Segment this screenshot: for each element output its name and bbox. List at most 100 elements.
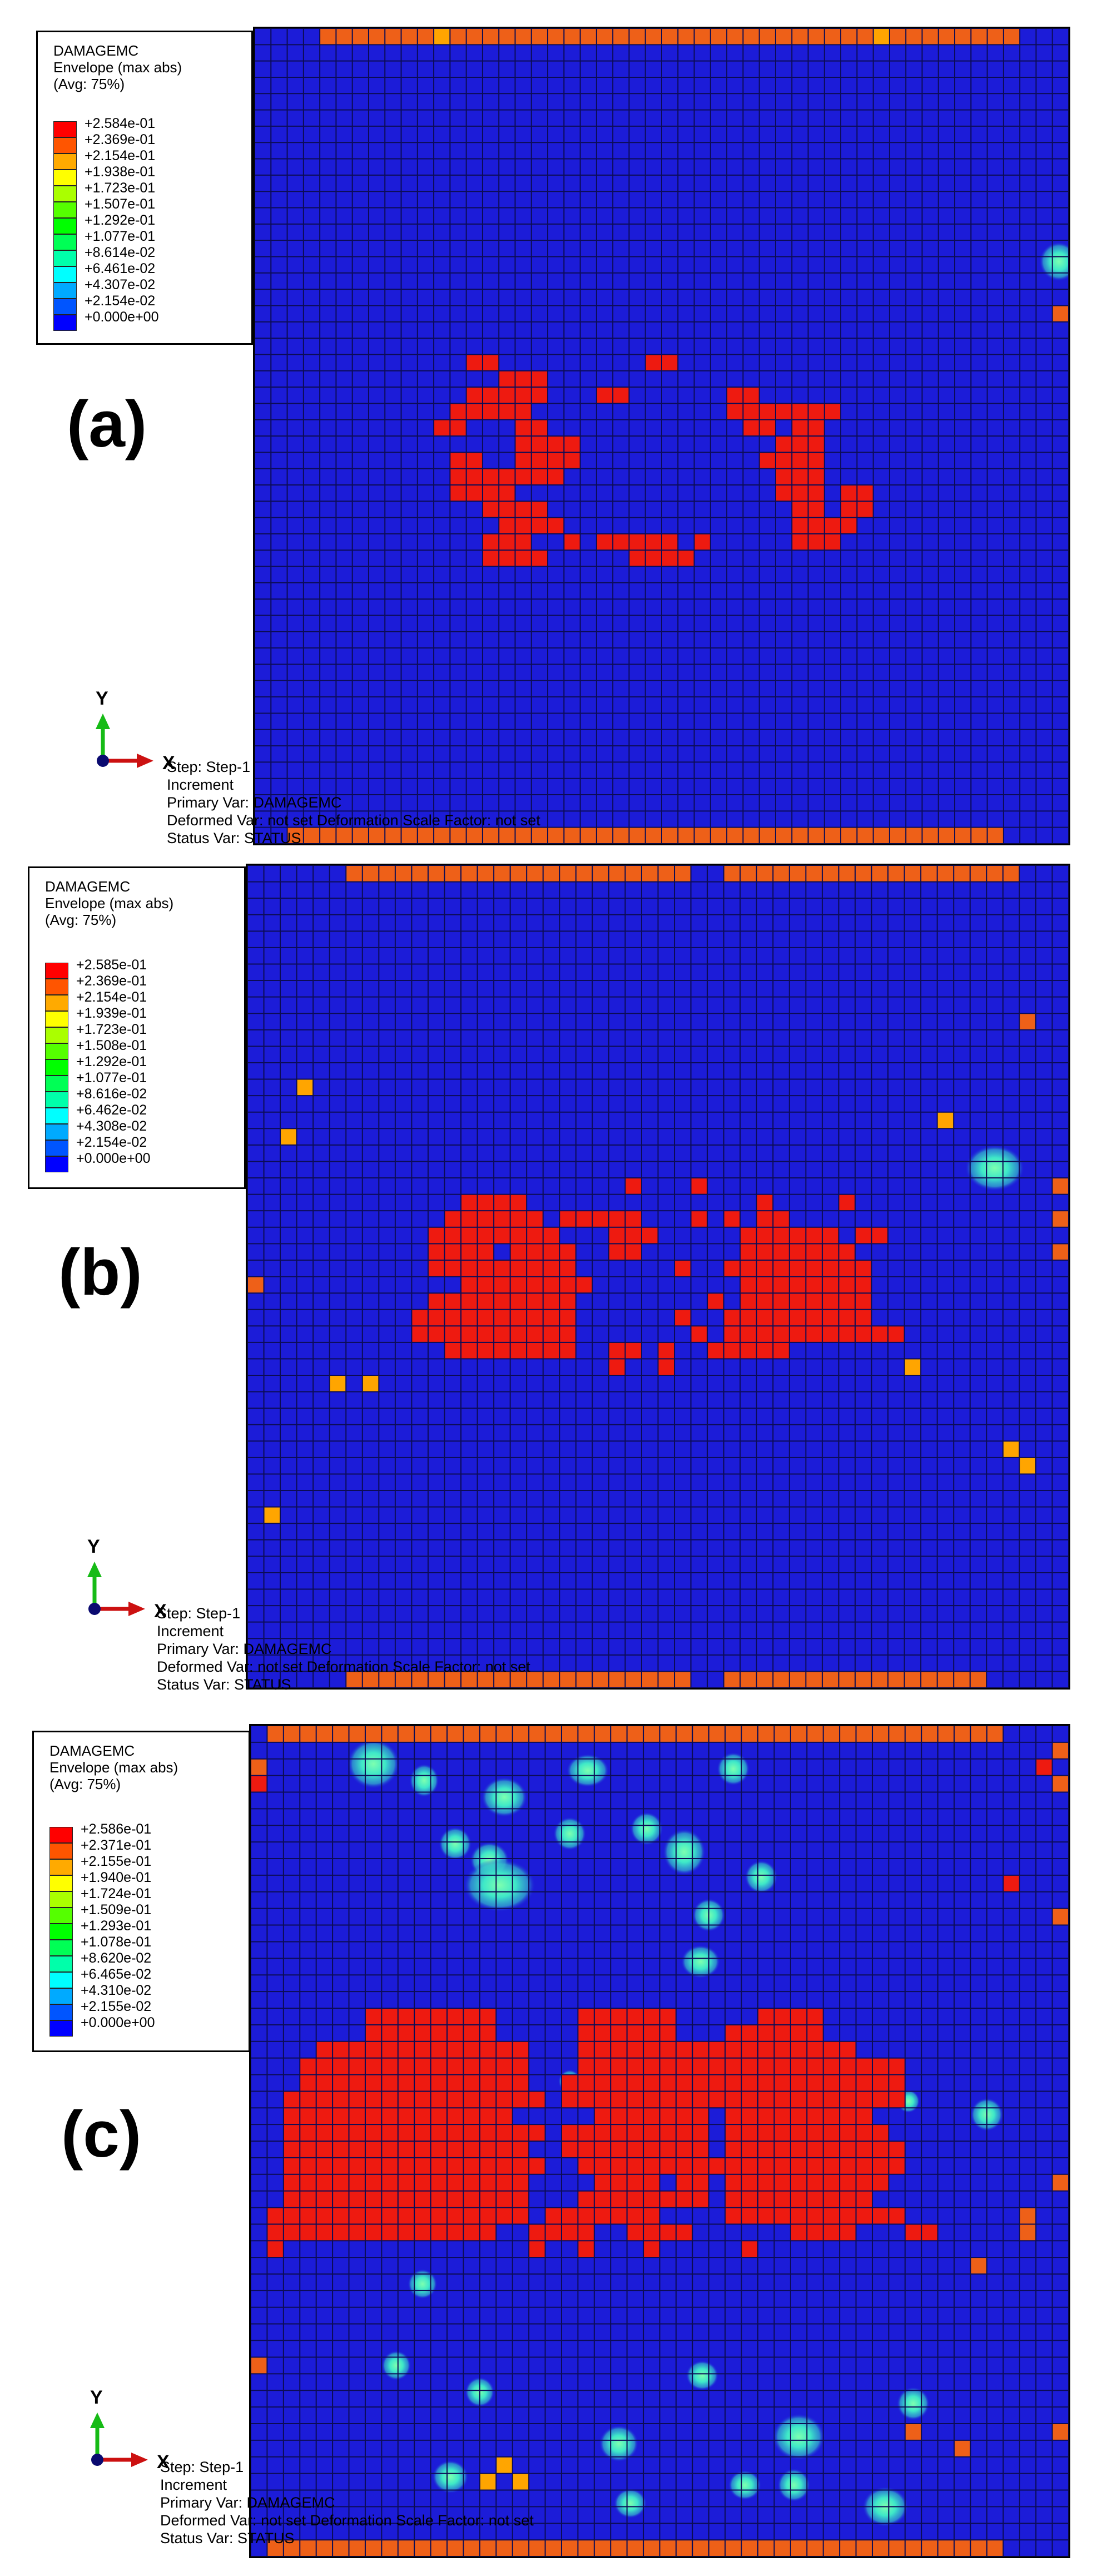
damaged-element [548, 452, 564, 469]
damaged-element [578, 2157, 594, 2174]
triad-x-label: X [154, 1601, 167, 1622]
damaged-element [479, 2041, 497, 2058]
damaged-element [283, 2091, 300, 2108]
damaged-element [625, 1244, 642, 1260]
damaged-element [543, 1276, 560, 1294]
damaged-element [365, 2157, 382, 2174]
damaged-element [643, 2224, 660, 2241]
damaged-element [1052, 1908, 1069, 1925]
damaged-element [543, 1671, 560, 1688]
damaged-element [855, 1671, 872, 1688]
damaged-element [512, 2157, 529, 2174]
damaged-element [872, 2141, 889, 2158]
damaged-element [629, 827, 646, 844]
damaged-element [840, 2224, 856, 2241]
damaged-element [594, 2074, 611, 2092]
damaged-element [758, 2157, 775, 2174]
damaged-element [856, 1726, 872, 1742]
damaged-element [280, 1128, 297, 1145]
damaged-element [643, 2207, 660, 2225]
damaged-element [398, 2091, 415, 2108]
damaged-element [316, 2174, 333, 2191]
damaged-element [707, 1342, 724, 1359]
damaged-element [743, 28, 759, 45]
damaged-element [267, 2540, 284, 2557]
damaged-element [610, 1726, 627, 1742]
damaged-element [822, 1227, 839, 1244]
damaged-element [300, 2174, 316, 2191]
legend-value: +4.310e-02 [81, 1983, 152, 1998]
damaged-element [300, 2540, 316, 2557]
colorbar-swatch [53, 153, 77, 170]
damaged-element [510, 865, 527, 882]
damaged-element [398, 2141, 415, 2158]
damaged-element [479, 2473, 497, 2490]
damaged-element [283, 2124, 300, 2141]
damaged-element [283, 1726, 300, 1742]
damaged-element [759, 452, 776, 469]
legend-value: +1.723e-01 [76, 1022, 147, 1037]
damaged-element [316, 2207, 333, 2225]
damaged-element [398, 2191, 415, 2208]
damaged-element [741, 2041, 758, 2058]
damaged-element [379, 865, 395, 882]
damaged-element [856, 2141, 872, 2158]
damaged-element [725, 2091, 742, 2108]
colorbar-swatch [45, 1156, 68, 1172]
damaged-element [756, 1260, 773, 1277]
damaged-element [676, 2540, 693, 2557]
legend-value: +2.586e-01 [81, 1821, 152, 1837]
damaged-element [741, 2124, 758, 2141]
damaged-element [477, 1309, 494, 1326]
damaged-element [610, 2024, 627, 2042]
damaged-element [807, 2008, 823, 2025]
mesh-grid-b [247, 865, 1069, 1688]
damaged-element [450, 419, 466, 436]
damaged-element [790, 2074, 807, 2092]
damaged-element [888, 2207, 905, 2225]
damaged-element [575, 1211, 593, 1227]
damaged-element [773, 1342, 790, 1359]
damaged-element [807, 2224, 823, 2241]
damaged-element [756, 1244, 773, 1260]
damaged-element [349, 2157, 365, 2174]
damaged-element [659, 2024, 676, 2042]
damaged-element [251, 1775, 267, 1792]
damaged-element [494, 1671, 510, 1688]
damaged-element [775, 436, 792, 453]
damaged-element [349, 2207, 365, 2225]
damaged-element [643, 2074, 660, 2092]
damaged-element [725, 2074, 742, 2092]
damaged-element [320, 827, 336, 844]
legend-a: DAMAGEMC Envelope (max abs) (Avg: 75%) +… [36, 31, 253, 345]
colorbar-swatch [49, 1859, 73, 1875]
damaged-element [381, 2058, 398, 2075]
damaged-element [578, 2041, 594, 2058]
damaged-element [608, 1359, 626, 1375]
damaged-element [627, 2074, 644, 2092]
damaged-element [808, 533, 825, 551]
damaged-element [316, 2124, 333, 2141]
damaged-element [499, 28, 515, 45]
legend-values-a: +2.584e-01 +2.369e-01 +2.154e-01 +1.938e… [85, 116, 158, 325]
damaged-element [463, 2174, 480, 2191]
damaged-element [741, 2091, 758, 2108]
damaged-element [479, 2224, 497, 2241]
damage-blob [553, 1817, 587, 1851]
damaged-element [447, 2074, 464, 2092]
damaged-element [365, 2224, 382, 2241]
damaged-element [954, 1726, 971, 1742]
damaged-element [398, 2074, 415, 2092]
damaged-element [1019, 1457, 1036, 1474]
legend-subtitle-c: Envelope (max abs) [49, 1759, 178, 1776]
damaged-element [789, 1244, 806, 1260]
damaged-element [316, 2108, 333, 2125]
damaged-element [871, 1227, 888, 1244]
damaged-element [840, 2074, 856, 2092]
damaged-element [578, 2091, 594, 2108]
damaged-element [510, 1211, 527, 1227]
damage-blob [614, 2488, 647, 2519]
damaged-element [398, 2224, 415, 2241]
damaged-element [479, 2174, 497, 2191]
damaged-element [970, 1671, 987, 1688]
